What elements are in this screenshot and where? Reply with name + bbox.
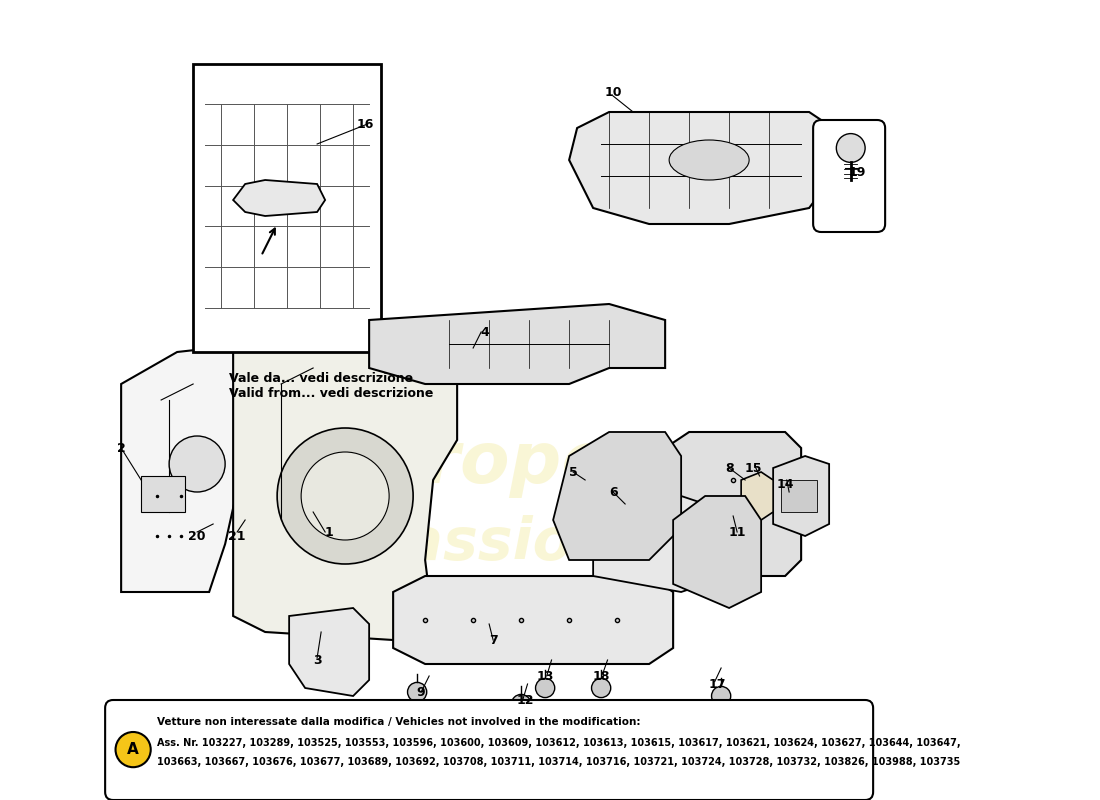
Text: 7: 7 (488, 634, 497, 646)
FancyBboxPatch shape (194, 64, 381, 352)
Circle shape (116, 732, 151, 767)
Text: 103663, 103667, 103676, 103677, 103689, 103692, 103708, 103711, 103714, 103716, : 103663, 103667, 103676, 103677, 103689, … (157, 757, 960, 766)
Ellipse shape (669, 140, 749, 180)
FancyBboxPatch shape (813, 120, 886, 232)
Text: 18: 18 (593, 670, 609, 682)
Text: since 1985: since 1985 (346, 594, 632, 638)
Text: 3: 3 (312, 654, 321, 666)
Polygon shape (593, 496, 729, 592)
Polygon shape (393, 576, 673, 664)
Text: 4: 4 (481, 326, 490, 338)
Text: 13: 13 (537, 670, 553, 682)
Text: 8: 8 (725, 462, 734, 474)
Polygon shape (553, 432, 681, 560)
Polygon shape (233, 328, 458, 640)
Text: A: A (128, 742, 139, 757)
Circle shape (169, 436, 226, 492)
Text: 11: 11 (728, 526, 746, 538)
Text: 2: 2 (117, 442, 125, 454)
Polygon shape (741, 472, 773, 520)
Text: 1: 1 (324, 526, 333, 538)
Circle shape (836, 134, 865, 162)
Circle shape (407, 682, 427, 702)
Text: 17: 17 (708, 678, 726, 690)
Text: 14: 14 (777, 478, 794, 490)
Text: 19: 19 (848, 166, 866, 178)
Text: passion: passion (363, 515, 615, 573)
Circle shape (301, 452, 389, 540)
Polygon shape (773, 456, 829, 536)
Text: 16: 16 (356, 118, 374, 130)
Polygon shape (289, 608, 370, 696)
Text: 10: 10 (604, 86, 622, 98)
Text: 6: 6 (608, 486, 617, 498)
Text: Vetture non interessate dalla modifica / Vehicles not involved in the modificati: Vetture non interessate dalla modifica /… (157, 717, 640, 726)
Circle shape (712, 686, 730, 706)
Text: 21: 21 (229, 530, 246, 542)
Text: 5: 5 (569, 466, 578, 478)
Polygon shape (673, 496, 761, 608)
FancyBboxPatch shape (106, 700, 873, 800)
Polygon shape (370, 304, 666, 384)
Text: Ass. Nr. 103227, 103289, 103525, 103553, 103596, 103600, 103609, 103612, 103613,: Ass. Nr. 103227, 103289, 103525, 103553,… (157, 738, 960, 748)
Circle shape (536, 678, 554, 698)
Circle shape (592, 678, 611, 698)
Text: europes: europes (324, 430, 653, 498)
Circle shape (512, 694, 530, 714)
Text: 15: 15 (745, 462, 762, 474)
Polygon shape (121, 344, 265, 592)
Polygon shape (569, 112, 833, 224)
Circle shape (277, 428, 414, 564)
Polygon shape (666, 432, 801, 576)
Bar (141, 476, 185, 512)
Text: Vale da... vedi descrizione
Valid from... vedi descrizione: Vale da... vedi descrizione Valid from..… (229, 372, 433, 400)
Text: 9: 9 (417, 686, 426, 698)
Text: 12: 12 (516, 694, 534, 706)
Polygon shape (233, 180, 326, 216)
Bar (781, 480, 817, 512)
Text: 20: 20 (188, 530, 206, 542)
